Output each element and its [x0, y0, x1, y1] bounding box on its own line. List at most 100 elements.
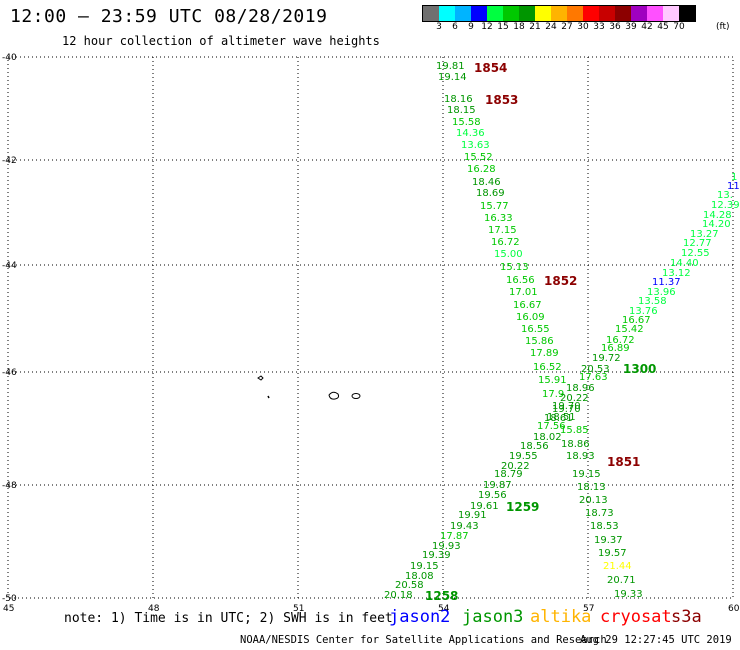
lat-label: -44: [2, 261, 17, 271]
swh-value-track1: 19.15: [572, 469, 601, 480]
legend-swatch: [423, 6, 439, 21]
swh-value-track2: 18.02: [533, 432, 562, 443]
swh-value-track1: 18.51: [547, 412, 576, 423]
swh-value-track2: 14.28: [703, 210, 732, 221]
pass-time-label: 1259: [506, 500, 539, 514]
swh-value-track2: 15.42: [615, 324, 644, 335]
page-subtitle: 12 hour collection of altimeter wave hei…: [62, 34, 380, 48]
swh-value-track2: 19.56: [478, 490, 507, 501]
swh-value-track2: 20.58: [395, 580, 424, 591]
swh-value-track1: 18.46: [472, 177, 501, 188]
lon-label: 45: [3, 604, 14, 614]
legend-swatch: [487, 6, 503, 21]
swh-value-track1: 18.53: [590, 521, 619, 532]
swh-value-track2: 16.89: [601, 343, 630, 354]
legend-swatch: [615, 6, 631, 21]
swh-value-track2: 18.61: [544, 413, 573, 424]
swh-value-track2: 20.22: [560, 393, 589, 404]
page-title: 12:00 — 23:59 UTC 08/28/2019: [10, 6, 328, 27]
legend-swatch: [647, 6, 663, 21]
swh-value-track2: 19.61: [470, 501, 499, 512]
swh-value-track2: 12.39: [711, 200, 740, 211]
legend-swatch: [599, 6, 615, 21]
swh-value-track2: 18.56: [520, 441, 549, 452]
legend-label: 6: [452, 22, 458, 32]
legend-swatch: [567, 6, 583, 21]
lon-label: 48: [148, 604, 160, 614]
legend-label: 36: [609, 22, 621, 32]
swh-value-track1: 14.36: [456, 128, 485, 139]
swh-value-track1: 15.77: [480, 201, 509, 212]
pass-time-label: 1851: [607, 455, 640, 469]
swh-value-track1: 16.56: [506, 275, 535, 286]
swh-value-track2: 14.20: [702, 219, 731, 230]
swh-value-track1: 15.91: [538, 375, 567, 386]
swh-value-track1: 15.00: [494, 249, 523, 260]
map-frame: [7, 56, 734, 599]
swh-value-track1: 16.28: [467, 164, 496, 175]
swh-value-track1: 13.63: [461, 140, 490, 151]
swh-value-track2: 19.87: [483, 480, 512, 491]
legend-swatch: [455, 6, 471, 21]
swh-value-track2: 12.77: [683, 238, 712, 249]
legend-label: 12: [481, 22, 493, 32]
swh-value-track1: 16.33: [484, 213, 513, 224]
legend-label: 9: [468, 22, 474, 32]
island-outline: [351, 393, 361, 399]
swh-value-track1: 19.57: [598, 548, 627, 559]
swh-value-track2: 13.58: [638, 296, 667, 307]
swh-value-track1: 19.14: [438, 72, 467, 83]
legend-label: 15: [497, 22, 509, 32]
legend-label: 45: [657, 22, 669, 32]
island-outline: [267, 395, 270, 399]
swh-value-track2: 17.63: [579, 372, 608, 383]
pass-time-label: 1854: [474, 61, 507, 75]
satellite-cryosat: cryosat: [600, 607, 672, 627]
island-outline: [328, 391, 340, 400]
legend-label: 33: [593, 22, 605, 32]
swh-value-track1: 18.93: [566, 451, 595, 462]
legend-unit: (ft): [716, 22, 730, 32]
swh-value-track1: 16.09: [516, 312, 545, 323]
swh-value-track1: 21.44: [603, 561, 632, 572]
swh-value-track1: 18.86: [561, 439, 590, 450]
legend-swatch: [631, 6, 647, 21]
swh-value-track1: 15.85: [560, 425, 589, 436]
swh-value-track2: 13.27: [690, 229, 719, 240]
swh-value-track1: 19.81: [436, 61, 465, 72]
swh-value-track2: 19.70: [552, 404, 581, 415]
swh-value-track2: 13.: [717, 190, 733, 201]
swh-value-track1: 18.13: [577, 482, 606, 493]
legend-label: 3: [436, 22, 442, 32]
legend-label: 24: [545, 22, 557, 32]
footer-note: note: 1) Time is in UTC; 2) SWH is in fe…: [64, 611, 393, 626]
swh-value-track2: 20.53: [581, 364, 610, 375]
legend-swatch: [503, 6, 519, 21]
island-outline: [257, 375, 264, 381]
satellite-jason2: jason2: [389, 607, 451, 627]
swh-value-track1: 20.13: [579, 495, 608, 506]
pass-time-label: 1258: [425, 589, 458, 603]
swh-value-track2: 18.96: [566, 383, 595, 394]
swh-value-track1: 19.70: [552, 401, 581, 412]
swh-value-track2: 19.93: [432, 541, 461, 552]
swh-value-track2: 13.12: [662, 268, 691, 279]
swh-value-track1: 17.89: [530, 348, 559, 359]
color-legend-bar: [422, 5, 696, 22]
satellite-jason3: jason3: [462, 607, 524, 627]
swh-value-track2: 19.39: [422, 550, 451, 561]
swh-value-track1: 16.55: [521, 324, 550, 335]
swh-value-track2: 18.08: [405, 571, 434, 582]
lon-label: 60: [728, 604, 740, 614]
swh-value-track1: 19.37: [594, 535, 623, 546]
swh-value-track2: 11.37: [652, 277, 681, 288]
legend-swatch: [551, 6, 567, 21]
swh-value-track1: 15.58: [452, 117, 481, 128]
swh-value-track2: 16.72: [606, 335, 635, 346]
swh-value-track1: 18.15: [447, 105, 476, 116]
legend-label: 39: [625, 22, 637, 32]
swh-value-track2: 19.15: [410, 561, 439, 572]
legend-label: 21: [529, 22, 541, 32]
